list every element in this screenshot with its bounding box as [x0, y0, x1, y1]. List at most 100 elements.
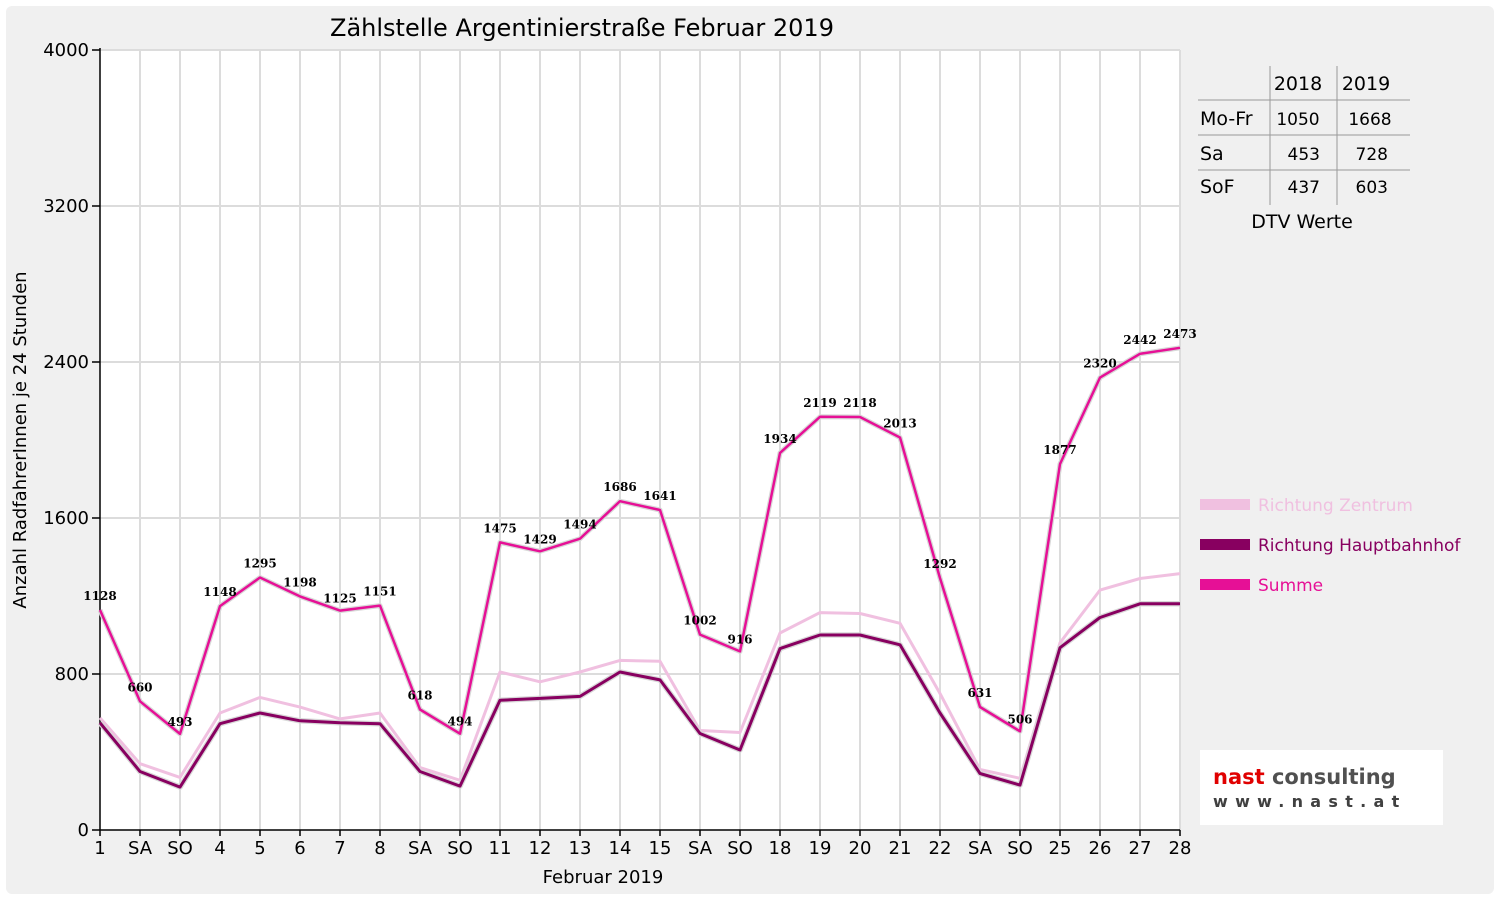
data-label: 1429: [523, 532, 556, 546]
data-label: 1151: [363, 585, 396, 599]
data-label: 1877: [1043, 443, 1076, 457]
dtv-header-2018: 2018: [1274, 73, 1322, 95]
x-tick-label: SA: [408, 838, 433, 859]
dtv-cell: 603: [1356, 178, 1388, 198]
logo-brand: nast: [1213, 765, 1265, 789]
series-line-3: [98, 346, 1181, 736]
chart-title: Zählstelle Argentinierstraße Februar 201…: [330, 14, 834, 42]
dtv-cell: 437: [1288, 178, 1320, 198]
x-tick-label: SO: [1007, 838, 1033, 859]
legend-label-summe: Summe: [1258, 576, 1323, 596]
x-tick-label: SA: [688, 838, 713, 859]
data-label: 660: [127, 680, 152, 694]
legend-swatch-zentrum: [1200, 499, 1250, 510]
data-label: 1002: [683, 614, 716, 628]
x-tick-label: 27: [1129, 838, 1152, 859]
x-tick-label: 7: [334, 838, 345, 859]
legend-item-summe: Summe: [1200, 576, 1323, 596]
data-label: 493: [167, 715, 192, 729]
data-label: 631: [967, 686, 992, 700]
legend-swatch-summe: [1200, 579, 1250, 590]
x-tick-label: SA: [128, 838, 153, 859]
legend-item-zentrum: Richtung Zentrum: [1200, 496, 1413, 516]
x-tick-label: 21: [889, 838, 912, 859]
dtv-table: 2018 2019 Mo-Fr 1050 1668 Sa 453 728 SoF…: [1198, 66, 1410, 233]
data-label: 1934: [763, 432, 796, 446]
y-tick-label: 1600: [43, 508, 89, 529]
data-label: 2013: [883, 416, 916, 430]
grid: [100, 49, 1181, 830]
data-labels: 1128 660 493 1148 1295 1198 1125 1151 618 494 1475…: [83, 327, 1196, 729]
data-label: 2119: [803, 396, 836, 410]
axes: [92, 48, 1181, 836]
data-label: 506: [1007, 712, 1032, 726]
y-tick-label: 800: [55, 664, 89, 685]
dtv-cell: 728: [1356, 145, 1388, 165]
data-label: 1148: [203, 585, 236, 599]
x-tick-label: SO: [447, 838, 473, 859]
x-tick-label: SA: [968, 838, 993, 859]
dtv-header-2019: 2019: [1342, 73, 1390, 95]
dtv-caption: DTV Werte: [1251, 211, 1353, 233]
x-tick-label: 26: [1089, 838, 1112, 859]
y-tick-label: 2400: [43, 352, 89, 373]
x-tick-label: 18: [769, 838, 792, 859]
data-label: 1686: [603, 480, 636, 494]
legend-label-hauptbahnhof: Richtung Hauptbahnhof: [1258, 536, 1461, 556]
dtv-row-label: Mo-Fr: [1200, 108, 1253, 130]
logo-wordmark: nast consulting: [1213, 765, 1396, 789]
x-tick-label: 12: [529, 838, 552, 859]
x-tick-label: 8: [374, 838, 385, 859]
legend-label-zentrum: Richtung Zentrum: [1258, 496, 1413, 516]
plot-area: [100, 50, 1180, 830]
logo-url: www.nast.at: [1213, 792, 1407, 811]
x-tick-label: 22: [929, 838, 952, 859]
legend-swatch-hauptbahnhof: [1200, 539, 1250, 550]
data-label: 1198: [283, 575, 316, 589]
series-line-2: [98, 602, 1180, 789]
x-tick-label: 20: [849, 838, 872, 859]
data-label: 494: [447, 715, 472, 729]
data-label: 1641: [643, 489, 676, 503]
data-label: 2118: [843, 396, 876, 410]
y-axis-title: Anzahl RadfahrerInnen je 24 Stunden: [10, 271, 31, 608]
data-label: 2320: [1083, 357, 1116, 371]
y-tick-label: 3200: [43, 196, 89, 217]
logo-background: [1200, 750, 1443, 825]
x-tick-label: 6: [294, 838, 305, 859]
x-tick-label: 11: [489, 838, 512, 859]
x-tick-label: 19: [809, 838, 832, 859]
x-tick-label: 28: [1169, 838, 1192, 859]
x-tick-label: 25: [1049, 838, 1072, 859]
data-label: 1475: [483, 521, 516, 535]
data-label: 2473: [1163, 327, 1196, 341]
data-label: 618: [407, 688, 432, 702]
x-axis-title: Februar 2019: [543, 867, 664, 888]
data-label: 916: [727, 632, 752, 646]
dtv-row-label: Sa: [1200, 143, 1224, 165]
legend: Richtung Zentrum Richtung Hauptbahnhof S…: [1200, 496, 1461, 596]
data-label: 1292: [923, 557, 956, 571]
logo-word: consulting: [1272, 765, 1396, 789]
x-tick-label: 15: [649, 838, 672, 859]
tick-labels: 0 800 1600 2400 3200 4000 1 SA SO 4 5 6 7 8 SA SO 11 12 13…: [43, 40, 1191, 859]
data-label: 1295: [243, 556, 276, 570]
dtv-cell: 1668: [1348, 110, 1391, 130]
company-logo: nast consulting www.nast.at: [1200, 750, 1443, 825]
data-label: 1125: [323, 592, 356, 606]
legend-item-hauptbahnhof: Richtung Hauptbahnhof: [1200, 536, 1461, 556]
dtv-cell: 1050: [1276, 110, 1319, 130]
data-label: 1494: [563, 518, 596, 532]
x-tick-label: 5: [254, 838, 265, 859]
data-label: 1128: [83, 589, 116, 603]
x-tick-label: 14: [609, 838, 632, 859]
x-tick-label: 1: [94, 838, 105, 859]
x-tick-label: 13: [569, 838, 592, 859]
x-tick-label: 4: [214, 838, 225, 859]
y-tick-label: 0: [78, 820, 89, 841]
series-line-1: [98, 572, 1181, 782]
x-tick-label: SO: [167, 838, 193, 859]
dtv-cell: 453: [1288, 145, 1320, 165]
y-tick-label: 4000: [43, 40, 89, 61]
